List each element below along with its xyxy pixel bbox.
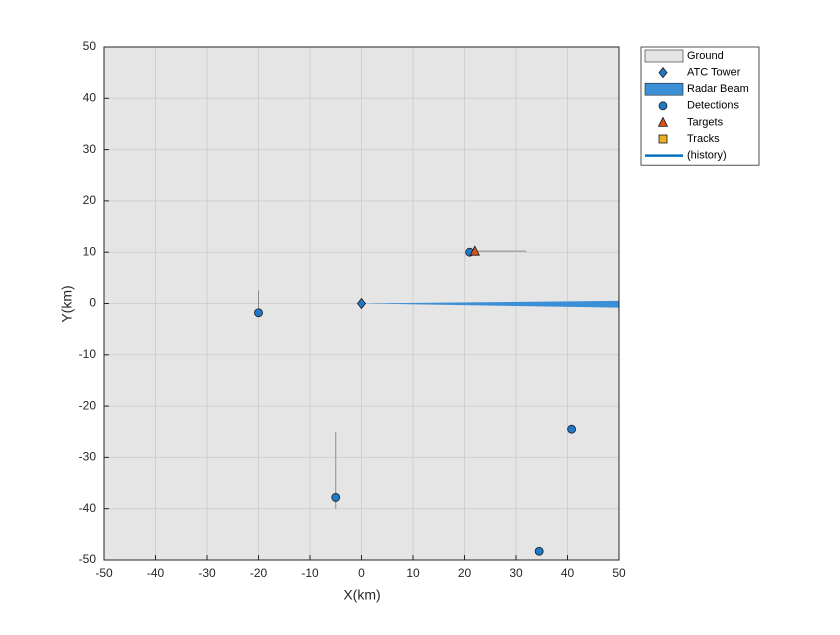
circle-marker — [567, 424, 577, 434]
diamond-marker — [356, 297, 367, 310]
legend-label: (history) — [687, 150, 727, 162]
square-marker — [658, 134, 668, 144]
diamond-marker — [658, 66, 668, 79]
y-tick-label: 50 — [83, 39, 97, 53]
y-tick-label: 10 — [83, 244, 97, 258]
legend-swatch — [644, 49, 684, 63]
y-tick-label: 40 — [83, 90, 97, 104]
y-tick-label: -30 — [79, 450, 97, 464]
x-axis-label: X(km) — [343, 587, 380, 603]
legend-label: Ground — [687, 50, 724, 62]
x-tick-label: -30 — [198, 566, 216, 580]
axes-box — [103, 46, 620, 561]
y-tick-label: 30 — [83, 142, 97, 156]
legend-label: Radar Beam — [687, 83, 749, 95]
y-tick-label: -10 — [79, 347, 97, 361]
y-tick-label: -40 — [79, 501, 97, 515]
y-axis-label: Y(km) — [59, 285, 75, 322]
x-tick-label: -40 — [147, 566, 165, 580]
circle-marker — [331, 493, 341, 502]
x-tick-label: -50 — [95, 566, 113, 580]
legend-label: Tracks — [687, 133, 720, 145]
circle-marker — [658, 101, 668, 111]
triangle-marker — [469, 245, 480, 256]
x-tick-label: 0 — [358, 566, 365, 580]
x-tick-label: 30 — [509, 566, 523, 580]
legend-label: ATC Tower — [687, 67, 741, 79]
legend-swatch — [644, 82, 684, 96]
x-tick-label: 20 — [458, 566, 472, 580]
x-tick-label: 50 — [612, 566, 626, 580]
y-tick-label: -20 — [79, 398, 97, 412]
legend-label: Detections — [687, 100, 739, 112]
x-tick-label: 40 — [561, 566, 575, 580]
triangle-marker — [657, 116, 669, 127]
circle-marker — [254, 308, 263, 318]
legend-label: Targets — [687, 116, 724, 128]
y-tick-label: 0 — [89, 296, 96, 310]
x-tick-label: 10 — [406, 566, 420, 580]
x-tick-label: -20 — [250, 566, 268, 580]
radar-beam — [361, 300, 619, 308]
x-tick-label: -10 — [301, 566, 319, 580]
legend: Ground ATC Tower Radar Beam Detections Targe… — [640, 46, 760, 166]
y-tick-label: -50 — [79, 552, 97, 566]
y-tick-label: 20 — [83, 193, 97, 207]
circle-marker — [534, 546, 544, 556]
